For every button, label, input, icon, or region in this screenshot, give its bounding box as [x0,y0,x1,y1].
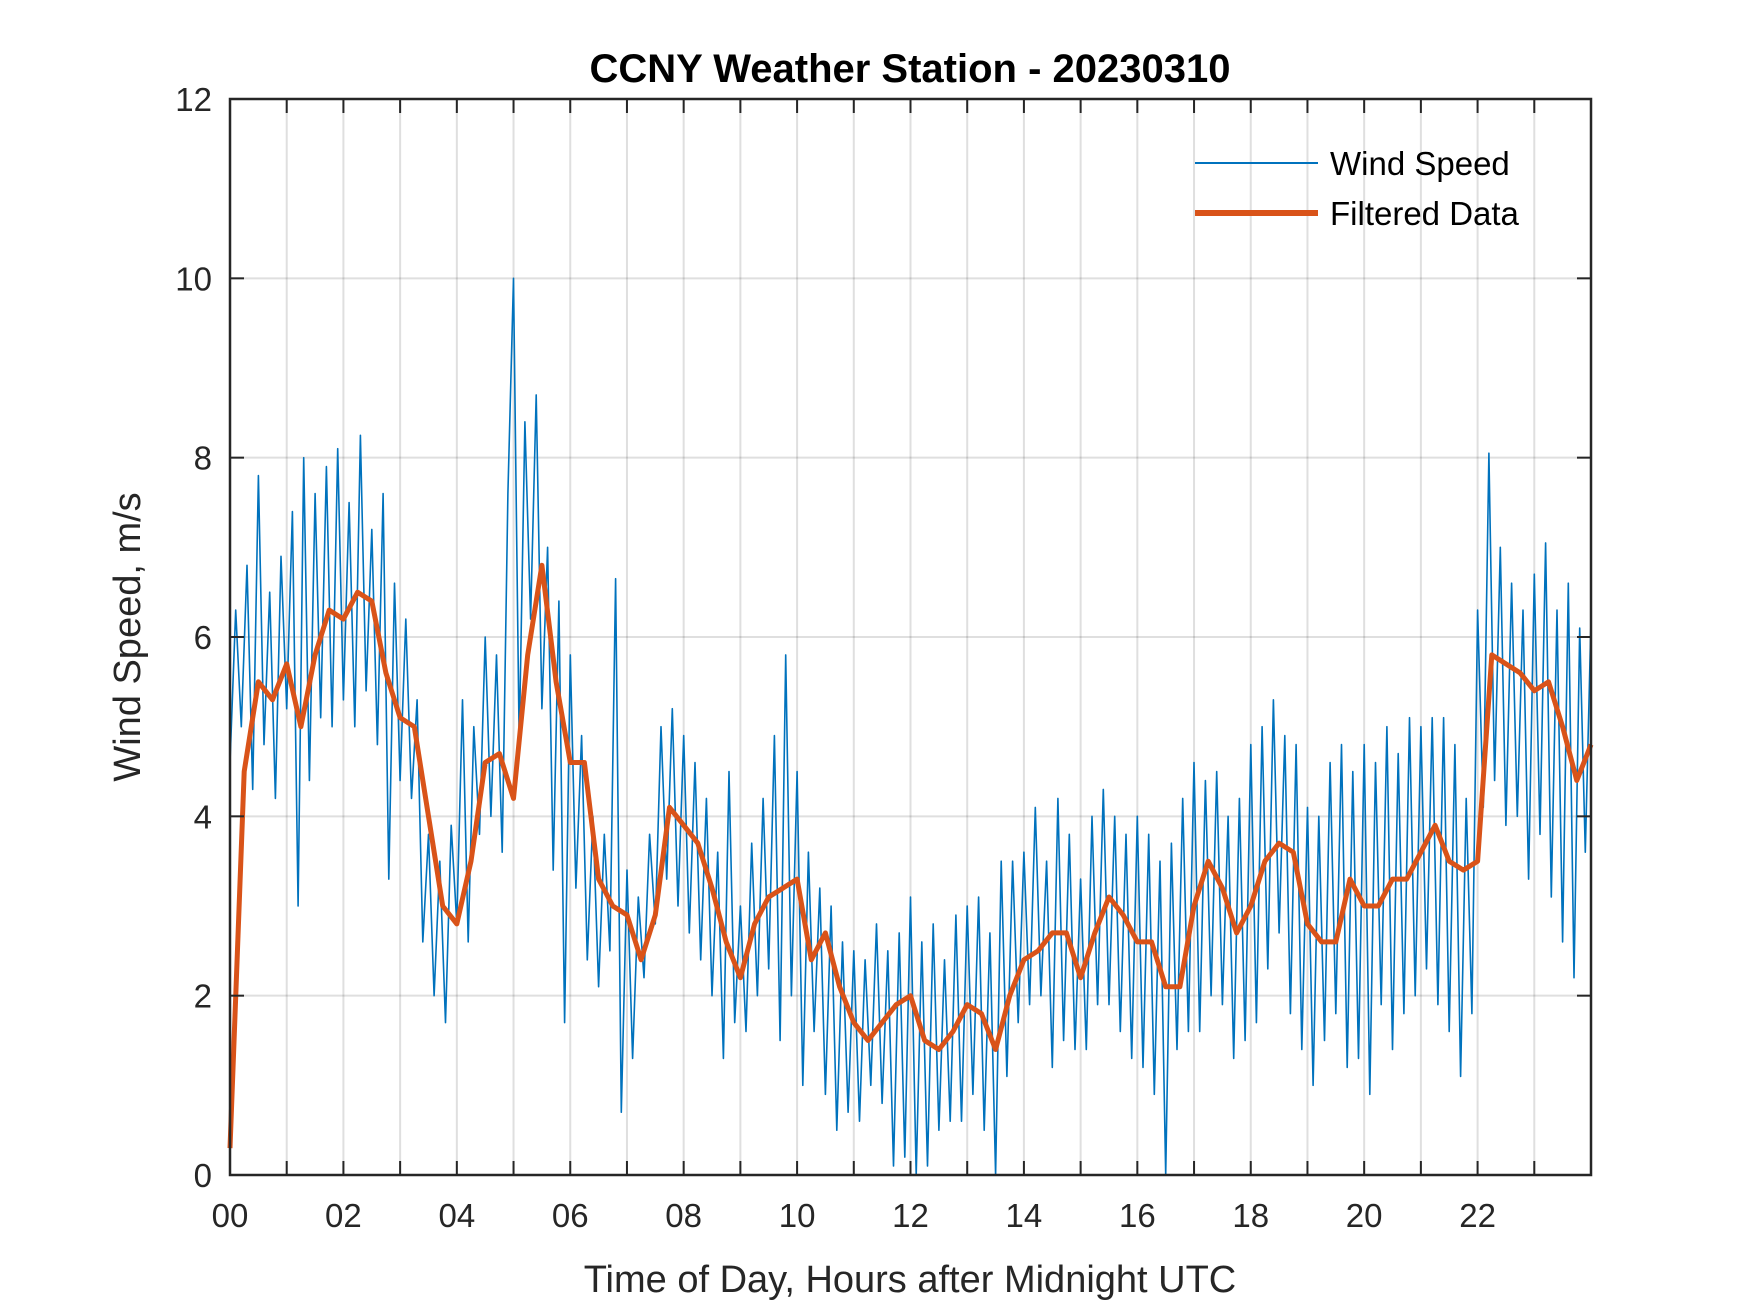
x-tick-label: 10 [779,1197,816,1234]
x-tick-label: 02 [325,1197,362,1234]
series-layer [227,277,1594,1176]
x-tick-label: 12 [892,1197,929,1234]
chart-title: CCNY Weather Station - 20230310 [590,47,1231,91]
x-axis-label: Time of Day, Hours after Midnight UTC [584,1259,1237,1301]
y-tick-label: 2 [194,978,212,1015]
y-tick-label: 6 [194,619,212,656]
y-tick-label: 0 [194,1157,212,1194]
x-tick-label: 14 [1006,1197,1043,1234]
x-tick-label: 22 [1459,1197,1496,1234]
filtered-data-line [227,562,1594,1149]
x-tick-label: 08 [665,1197,702,1234]
y-tick-label: 12 [175,81,212,118]
legend-label-wind-speed: Wind Speed [1330,145,1510,182]
y-tick-label: 10 [175,260,212,297]
x-tick-label: 16 [1119,1197,1156,1234]
y-tick-label: 8 [194,440,212,477]
legend-label-filtered-data: Filtered Data [1330,195,1520,232]
x-tick-label: 18 [1232,1197,1269,1234]
x-tick-label: 00 [212,1197,249,1234]
x-tick-label: 06 [552,1197,589,1234]
legend: Wind Speed Filtered Data [1195,145,1520,232]
x-tick-label: 20 [1346,1197,1383,1234]
y-tick-label: 4 [194,798,212,835]
y-axis-label: Wind Speed, m/s [107,492,149,781]
x-tick-label: 04 [438,1197,475,1234]
